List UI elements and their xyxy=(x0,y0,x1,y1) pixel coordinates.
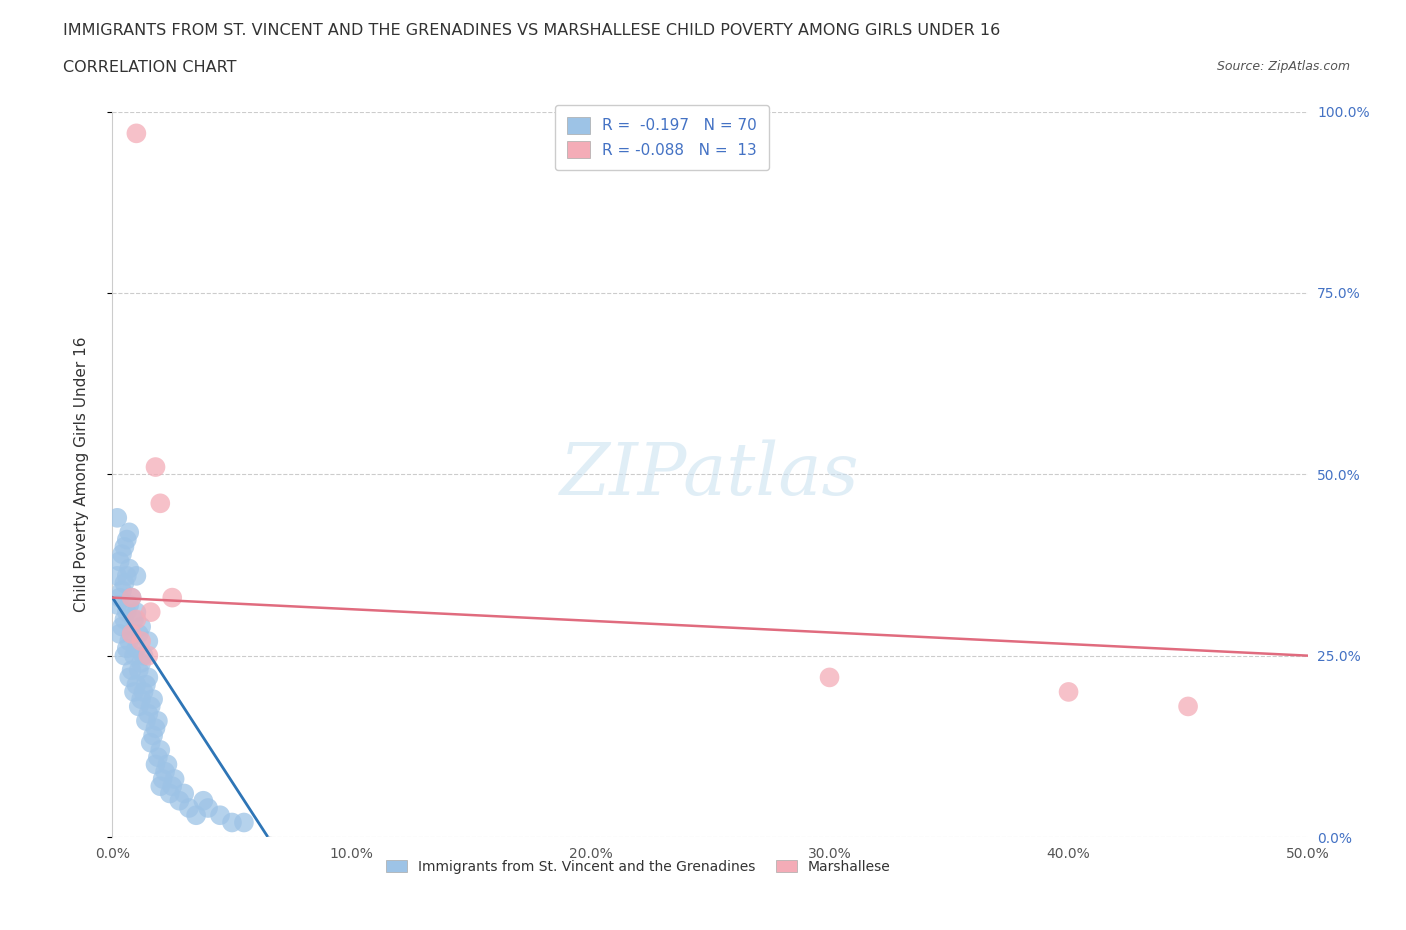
Point xyxy=(125,612,148,627)
Text: ZIPatlas: ZIPatlas xyxy=(560,439,860,510)
Point xyxy=(159,786,181,801)
Point xyxy=(156,757,179,772)
Point xyxy=(145,459,167,474)
Point xyxy=(129,656,152,671)
Point xyxy=(818,670,841,684)
Point xyxy=(146,750,169,764)
Text: CORRELATION CHART: CORRELATION CHART xyxy=(63,60,236,75)
Point xyxy=(115,604,138,619)
Point xyxy=(149,778,172,793)
Point xyxy=(129,692,152,707)
Point xyxy=(122,648,145,663)
Point xyxy=(111,547,134,562)
Point xyxy=(108,554,131,569)
Point xyxy=(118,670,141,684)
Point xyxy=(115,641,138,656)
Point xyxy=(118,561,141,576)
Point xyxy=(146,713,169,728)
Point xyxy=(138,706,160,721)
Point xyxy=(108,627,131,642)
Point xyxy=(162,591,183,605)
Point xyxy=(233,815,256,830)
Y-axis label: Child Poverty Among Girls Under 16: Child Poverty Among Girls Under 16 xyxy=(75,337,89,612)
Point xyxy=(111,583,134,598)
Point xyxy=(163,772,186,787)
Point xyxy=(118,597,141,612)
Point xyxy=(128,663,150,678)
Point xyxy=(128,699,150,714)
Point xyxy=(114,576,135,591)
Point xyxy=(125,604,148,619)
Point xyxy=(114,648,135,663)
Point xyxy=(125,677,148,692)
Point xyxy=(221,815,243,830)
Point xyxy=(139,736,162,751)
Point xyxy=(122,612,145,627)
Point xyxy=(114,612,135,627)
Point xyxy=(135,713,157,728)
Point xyxy=(125,568,148,583)
Point xyxy=(125,641,148,656)
Point xyxy=(138,633,160,648)
Point xyxy=(145,757,167,772)
Point xyxy=(121,591,143,605)
Point xyxy=(129,619,152,634)
Point xyxy=(118,525,141,539)
Point xyxy=(115,568,138,583)
Point xyxy=(173,786,195,801)
Point xyxy=(139,604,162,619)
Point xyxy=(125,126,148,140)
Point xyxy=(139,699,162,714)
Point xyxy=(111,619,134,634)
Point xyxy=(108,591,131,605)
Point xyxy=(132,684,155,699)
Point xyxy=(152,772,174,787)
Point xyxy=(149,742,172,757)
Point xyxy=(197,801,219,816)
Point xyxy=(138,670,160,684)
Point xyxy=(142,692,165,707)
Point xyxy=(121,663,143,678)
Point xyxy=(193,793,215,808)
Point xyxy=(132,648,155,663)
Point xyxy=(105,597,128,612)
Text: IMMIGRANTS FROM ST. VINCENT AND THE GRENADINES VS MARSHALLESE CHILD POVERTY AMON: IMMIGRANTS FROM ST. VINCENT AND THE GREN… xyxy=(63,23,1001,38)
Point xyxy=(162,778,183,793)
Point xyxy=(145,721,167,736)
Point xyxy=(135,677,157,692)
Point xyxy=(118,633,141,648)
Text: Source: ZipAtlas.com: Source: ZipAtlas.com xyxy=(1216,60,1350,73)
Point xyxy=(105,568,128,583)
Point xyxy=(1057,684,1080,699)
Point xyxy=(129,633,152,648)
Point xyxy=(105,511,128,525)
Point xyxy=(121,591,143,605)
Point xyxy=(138,648,160,663)
Point xyxy=(169,793,191,808)
Point xyxy=(115,532,138,547)
Point xyxy=(177,801,200,816)
Point xyxy=(209,808,232,823)
Point xyxy=(186,808,208,823)
Point xyxy=(149,496,172,511)
Point xyxy=(128,627,150,642)
Point xyxy=(121,627,143,642)
Point xyxy=(1177,699,1199,714)
Legend: Immigrants from St. Vincent and the Grenadines, Marshallese: Immigrants from St. Vincent and the Gren… xyxy=(380,853,897,881)
Point xyxy=(153,764,176,779)
Point xyxy=(142,728,165,743)
Point xyxy=(122,684,145,699)
Point xyxy=(114,539,135,554)
Point xyxy=(121,627,143,642)
